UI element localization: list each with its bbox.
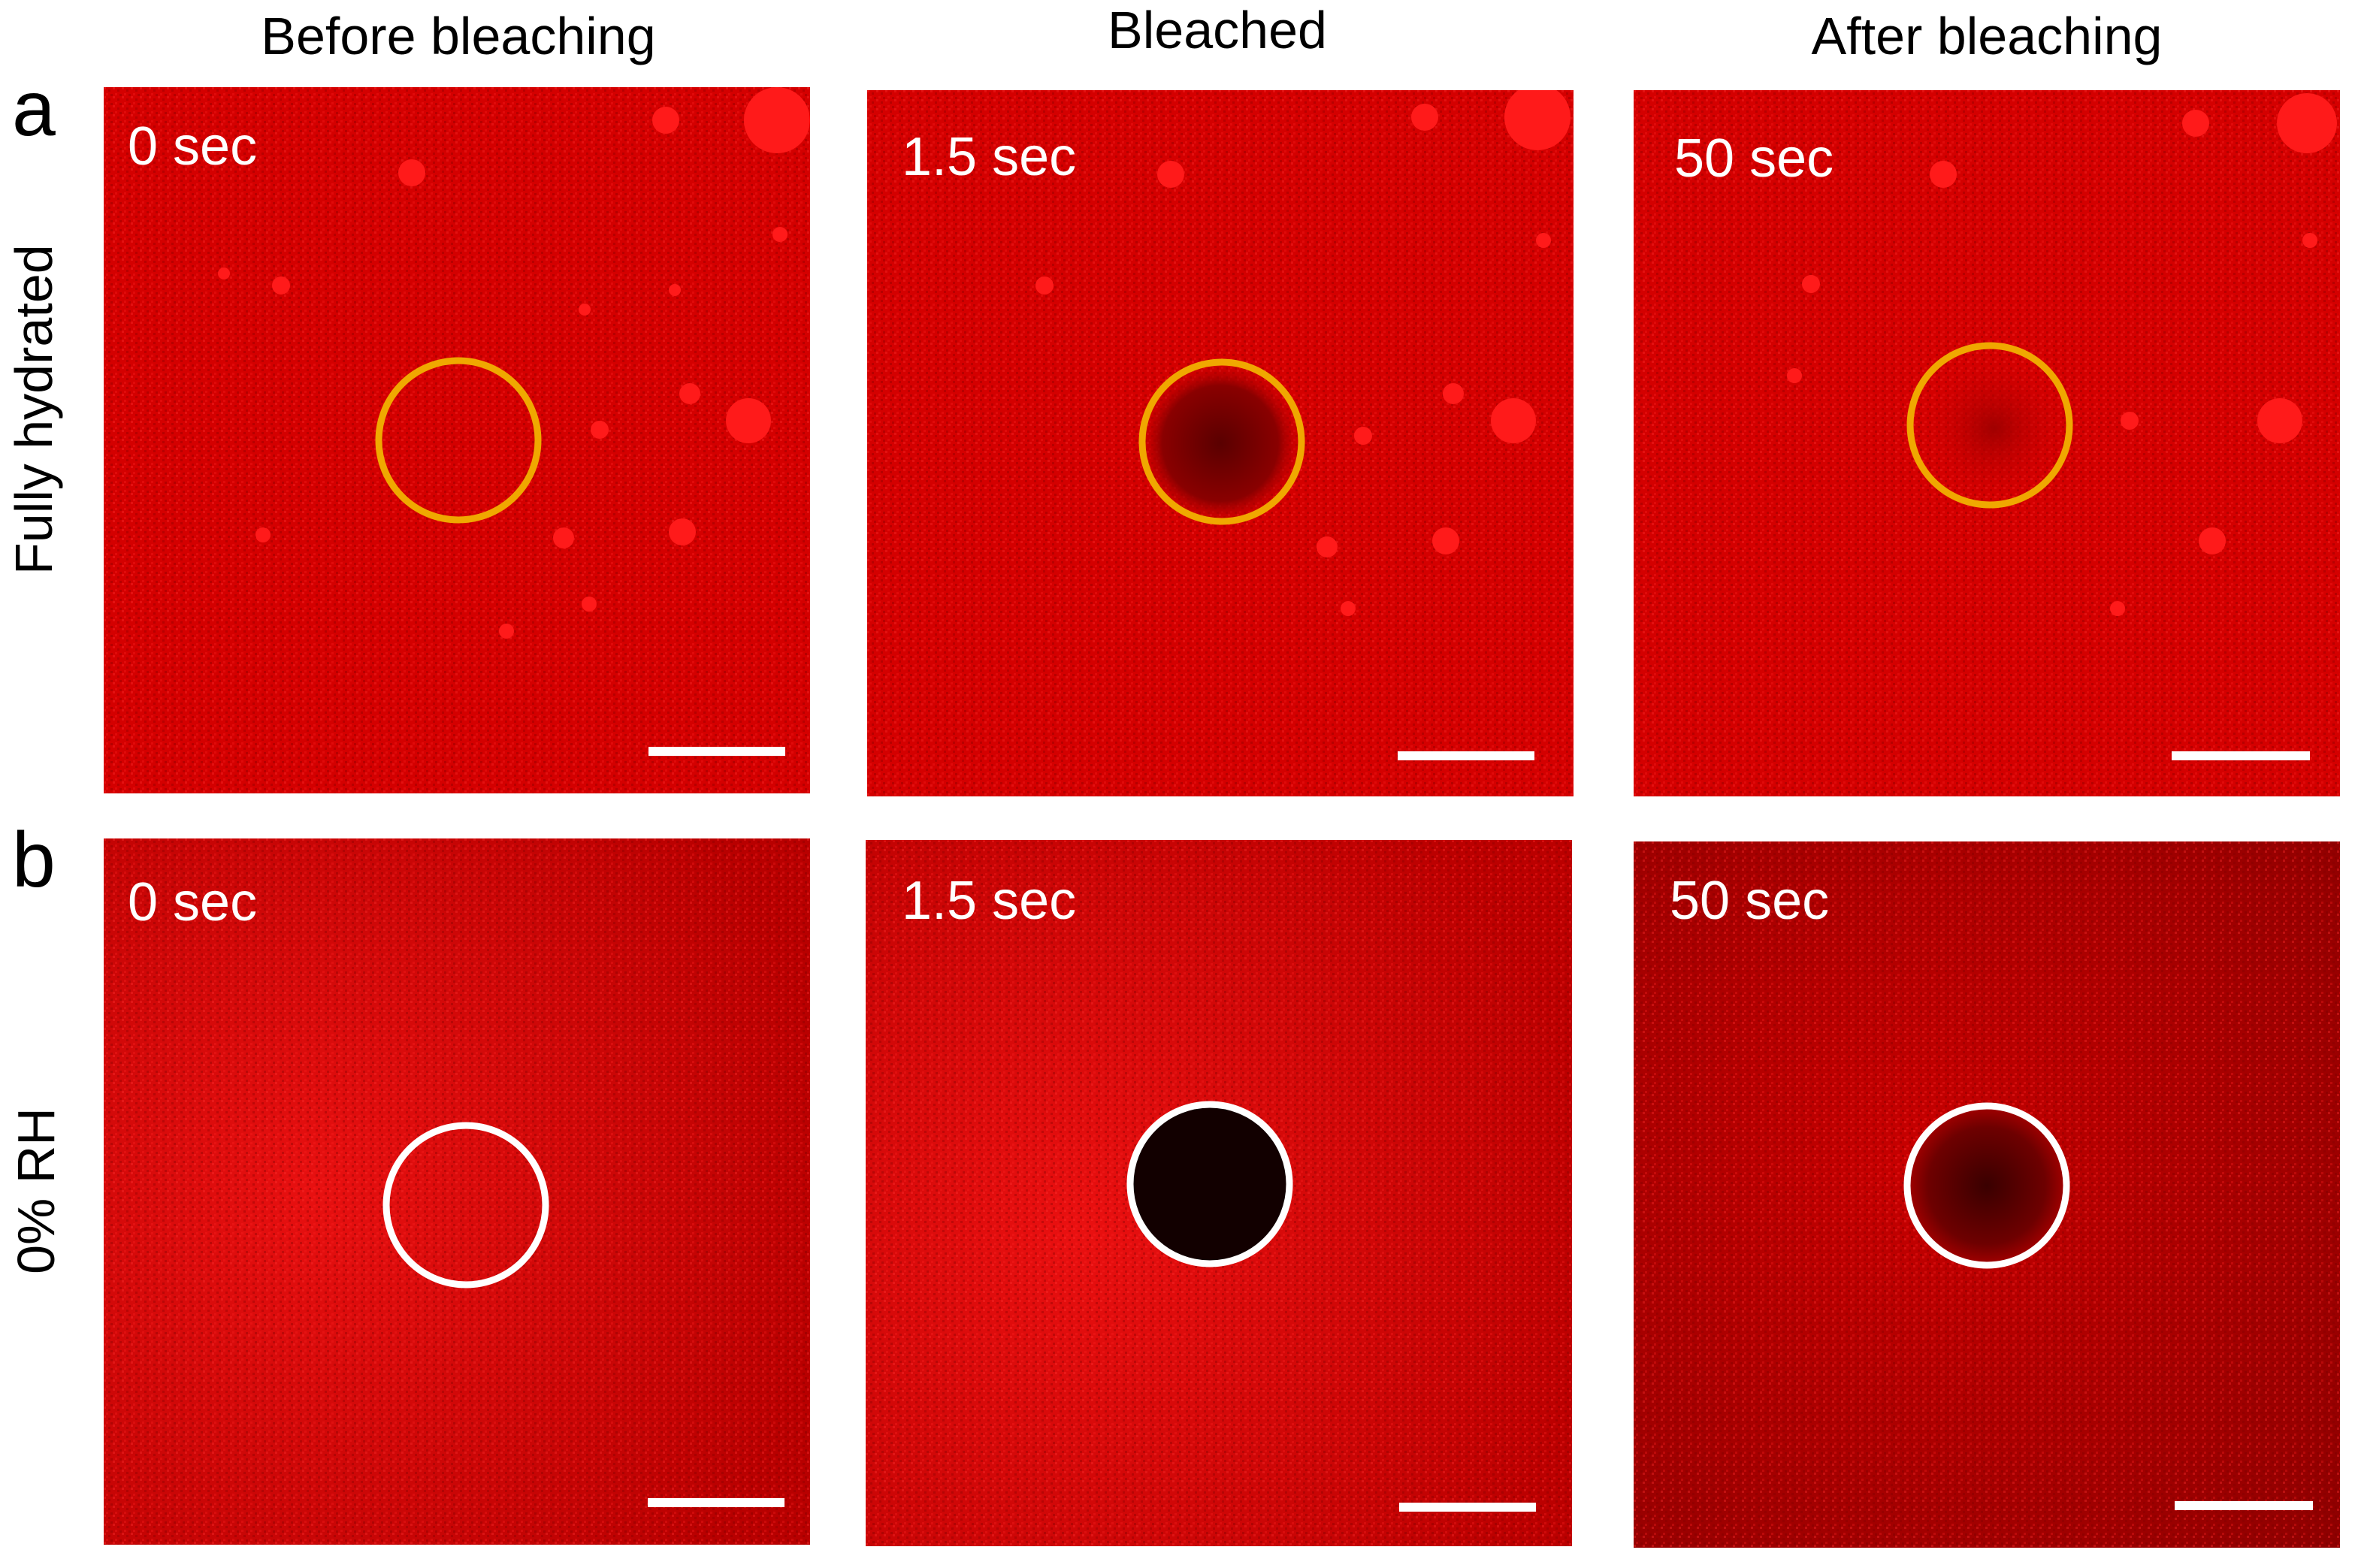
micrograph-b-after: [1634, 841, 2340, 1548]
row-title-0-rh: 0% RH: [7, 1107, 65, 1274]
row-title-fully-hydrated: Fully hydrated: [5, 244, 63, 575]
timestamp-label: 50 sec: [1670, 871, 1830, 931]
panel-b-after: 50 sec: [1634, 841, 2340, 1548]
scale-bar: [648, 747, 785, 756]
timestamp-label: 1.5 sec: [902, 127, 1077, 187]
scale-bar: [2175, 1501, 2313, 1510]
timestamp-label: 0 sec: [128, 116, 258, 177]
timestamp-label: 0 sec: [128, 872, 258, 932]
scale-bar: [648, 1498, 784, 1507]
micrograph-a-before: [104, 87, 810, 793]
scale-bar: [1399, 1503, 1536, 1512]
scale-bar: [2172, 751, 2310, 760]
timestamp-label: 1.5 sec: [902, 871, 1077, 931]
panel-a-after: 50 sec: [1634, 90, 2340, 796]
panel-b-before: 0 sec: [104, 838, 810, 1545]
bleach-roi-circle: [375, 357, 542, 524]
column-header-after: After bleaching: [1811, 7, 2163, 65]
column-header-bleached: Bleached: [1108, 1, 1327, 59]
row-label-a: a: [12, 65, 56, 153]
micrograph-b-before: [104, 838, 810, 1545]
column-header-before: Before bleaching: [261, 7, 656, 65]
panel-b-bleached: 1.5 sec: [866, 840, 1572, 1546]
bleach-roi-circle: [1126, 1101, 1293, 1267]
row-label-b: b: [12, 817, 56, 904]
scale-bar: [1398, 751, 1534, 760]
panel-a-bleached: 1.5 sec: [867, 90, 1574, 796]
panel-a-before: 0 sec: [104, 87, 810, 793]
bleach-roi-circle: [1903, 1102, 2070, 1269]
micrograph-a-bleached: [867, 90, 1574, 796]
micrograph-b-bleached: [866, 840, 1572, 1546]
micrograph-a-after: [1634, 90, 2340, 796]
bleach-roi-circle: [1906, 342, 2073, 509]
bleach-roi-circle: [382, 1122, 549, 1289]
bleach-roi-circle: [1138, 358, 1305, 525]
timestamp-label: 50 sec: [1674, 128, 1834, 189]
